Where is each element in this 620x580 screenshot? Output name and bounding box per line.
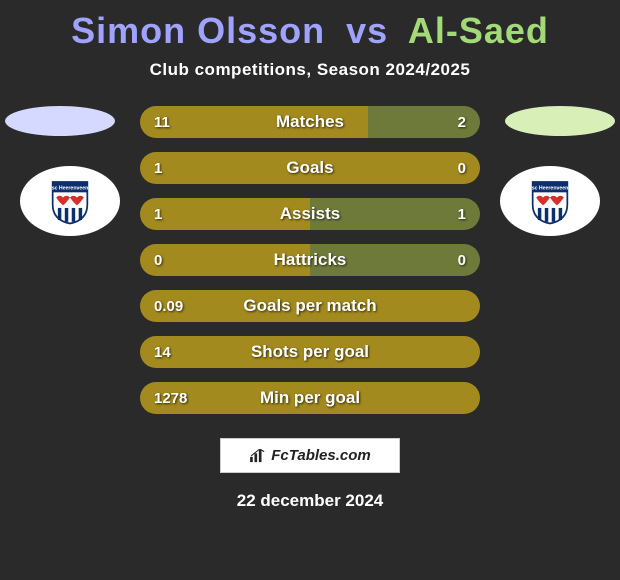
stat-bar: 1 Assists 1 bbox=[140, 198, 480, 230]
player1-shadow bbox=[5, 106, 115, 136]
brand-suffix: .com bbox=[336, 447, 371, 464]
stat-bar: 14 Shots per goal bbox=[140, 336, 480, 368]
comparison-card: Simon Olsson vs Al-Saed Club competition… bbox=[0, 0, 620, 580]
bar-chart-icon bbox=[249, 449, 267, 463]
stat-bars: 11 Matches 2 1 Goals 0 1 Assists 1 bbox=[140, 106, 480, 414]
heerenveen-crest-icon: sc Heerenveen bbox=[520, 175, 580, 227]
player2-club-crest: sc Heerenveen bbox=[500, 166, 600, 236]
stat-bar: 0.09 Goals per match bbox=[140, 290, 480, 322]
stat-bar: 0 Hattricks 0 bbox=[140, 244, 480, 276]
brand-prefix: Fc bbox=[271, 447, 289, 464]
subtitle: Club competitions, Season 2024/2025 bbox=[0, 60, 620, 80]
stat-bar-right-seg bbox=[368, 106, 480, 138]
brand-text: FcTables.com bbox=[271, 447, 371, 464]
heerenveen-crest-icon: sc Heerenveen bbox=[40, 175, 100, 227]
page-title: Simon Olsson vs Al-Saed bbox=[0, 10, 620, 52]
stat-bar: 1278 Min per goal bbox=[140, 382, 480, 414]
stat-bar: 11 Matches 2 bbox=[140, 106, 480, 138]
stat-bar-left-seg bbox=[140, 198, 310, 230]
player2-shadow bbox=[505, 106, 615, 136]
title-vs: vs bbox=[346, 10, 388, 51]
title-player2: Al-Saed bbox=[408, 10, 549, 51]
fctables-logo: FcTables.com bbox=[220, 438, 400, 473]
brand-main: Tables bbox=[289, 447, 336, 464]
stat-bar-left-seg bbox=[140, 290, 480, 322]
title-player1: Simon Olsson bbox=[71, 10, 325, 51]
player1-club-crest: sc Heerenveen bbox=[20, 166, 120, 236]
date-text: 22 december 2024 bbox=[0, 491, 620, 511]
stat-bar-right-seg bbox=[310, 244, 480, 276]
stat-bar-right-seg bbox=[310, 198, 480, 230]
svg-text:sc Heerenveen: sc Heerenveen bbox=[532, 186, 569, 192]
stat-bar: 1 Goals 0 bbox=[140, 152, 480, 184]
stat-bar-left-seg bbox=[140, 244, 310, 276]
stat-bar-left-seg bbox=[140, 382, 480, 414]
stat-bar-left-seg bbox=[140, 152, 480, 184]
stat-bar-left-seg bbox=[140, 336, 480, 368]
svg-text:sc Heerenveen: sc Heerenveen bbox=[52, 186, 89, 192]
bars-zone: sc Heerenveen sc Heerenveen bbox=[0, 106, 620, 414]
stat-bar-left-seg bbox=[140, 106, 368, 138]
